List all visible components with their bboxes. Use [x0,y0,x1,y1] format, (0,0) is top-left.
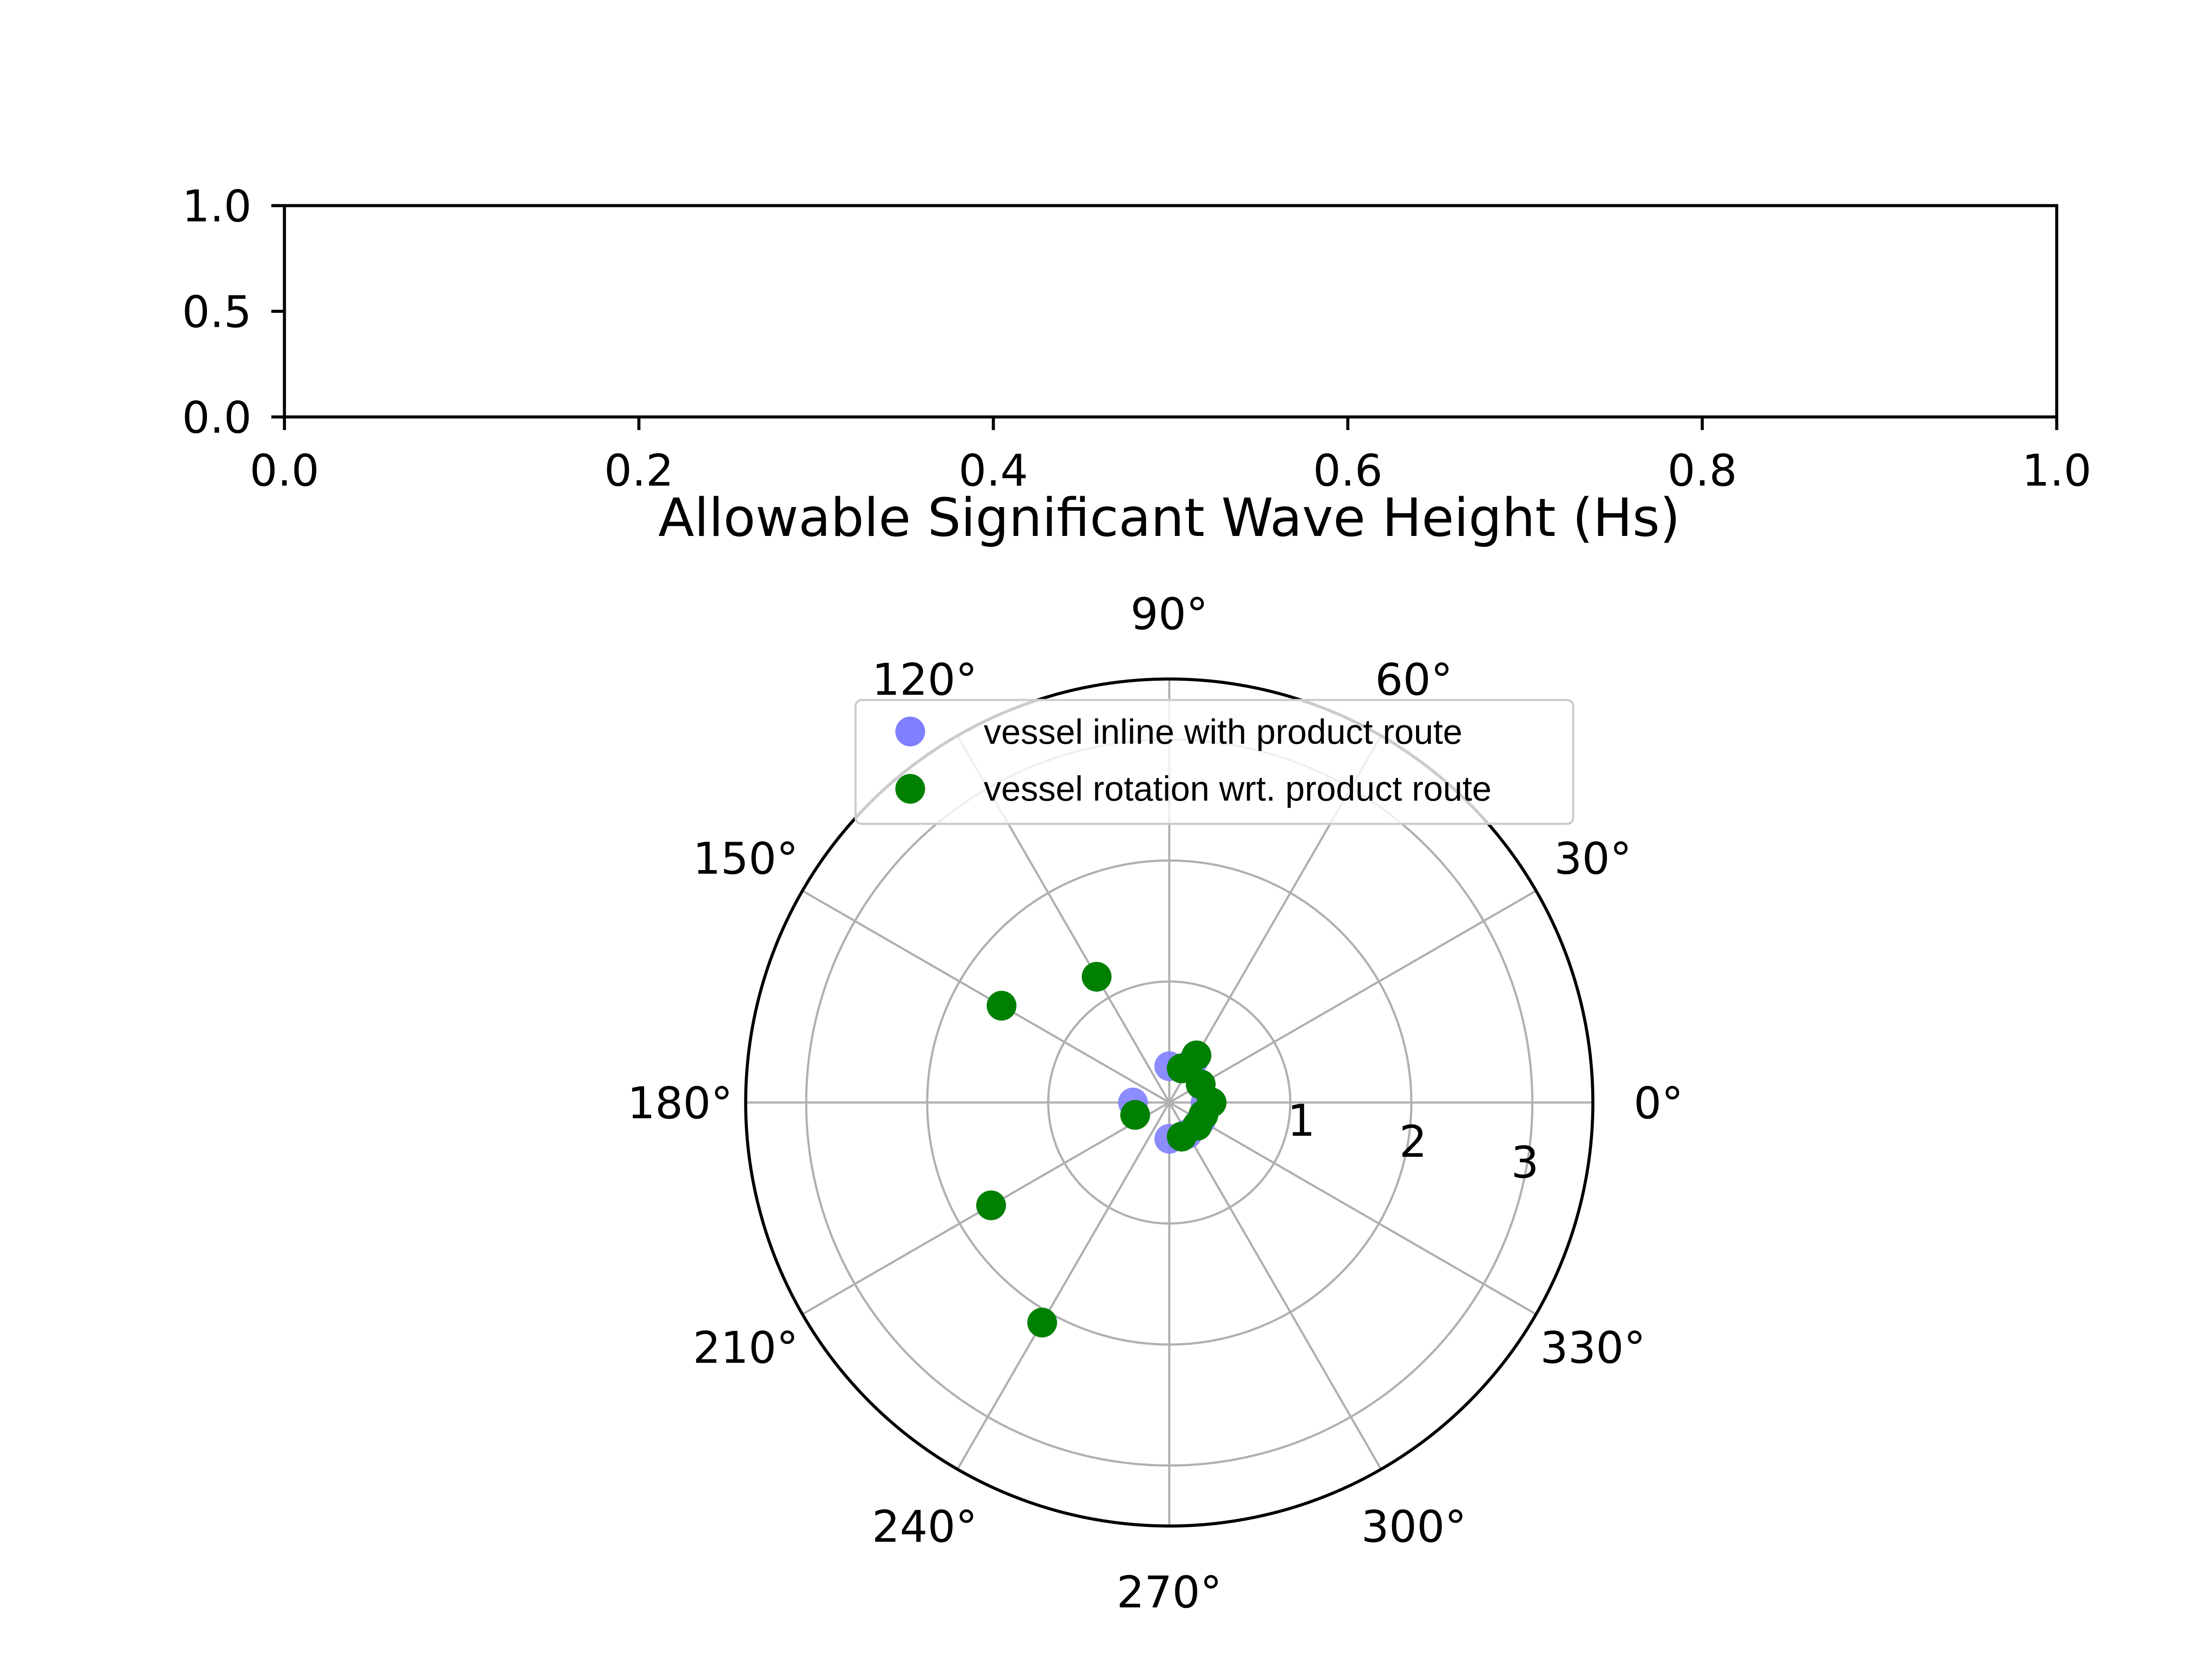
polar-data-points [976,962,1227,1337]
radial-tick-label: 3 [1511,1137,1539,1188]
theta-tick-label: 60° [1375,654,1452,705]
data-point [1027,1307,1057,1337]
theta-tick-label: 210° [693,1322,798,1373]
theta-tick-label: 150° [693,833,798,884]
y-tick-label: 1.0 [182,181,252,232]
series-1-points [976,962,1227,1337]
x-tick-label: 0.2 [604,445,673,496]
theta-gridline [1168,889,1537,1104]
theta-gridline [1168,1102,1382,1470]
theta-tick-label: 240° [872,1501,978,1552]
legend-marker-rotation [895,774,925,804]
data-point [1188,1100,1218,1130]
x-tick-label: 1.0 [2022,445,2091,496]
theta-gridline [956,1102,1171,1470]
polar-axes: Allowable Significant Wave Height (Hs) 0… [628,488,1683,1618]
radial-gridline [1047,980,1292,1225]
x-tick-label: 0.6 [1313,445,1382,496]
legend-label-inline: vessel inline with product route [984,712,1462,751]
data-point [976,1190,1006,1221]
data-point [1082,962,1112,992]
legend-label-rotation: vessel rotation wrt. product route [984,769,1492,808]
radial-gridline [926,859,1413,1346]
radial-tick-label: 2 [1399,1116,1427,1167]
theta-tick-label: 270° [1117,1567,1222,1618]
legend-frame [854,699,1574,825]
theta-tick-label: 300° [1361,1501,1467,1552]
top-axes: 0.0 0.2 0.4 0.6 0.8 1.0 0.0 0.5 1.0 [182,181,2092,496]
x-tick-label: 0.0 [249,445,319,496]
polar-tick-labels: 0° 30° 60° 90° 120° 150° 180° 210° 240° 270° 300° 3… [628,588,1683,1618]
data-point [1120,1100,1150,1130]
theta-tick-label: 90° [1130,588,1208,640]
polar-chart-title: Allowable Significant Wave Height (Hs) [658,488,1680,549]
theta-gridline [1168,1101,1537,1316]
theta-gridline [802,889,1170,1104]
polar-grid [746,679,1593,1526]
theta-tick-label: 30° [1554,833,1632,884]
x-tick-label: 0.8 [1667,445,1737,496]
theta-tick-label: 330° [1540,1322,1646,1373]
theta-tick-label: 0° [1634,1078,1683,1129]
legend-marker-inline [895,717,925,746]
y-tick-label: 0.0 [182,392,252,443]
x-tick-label: 0.4 [958,445,1028,496]
top-axes-ticks: 0.0 0.2 0.4 0.6 0.8 1.0 0.0 0.5 1.0 [182,181,2092,496]
theta-tick-label: 180° [628,1078,733,1129]
radial-tick-label: 1 [1287,1095,1315,1146]
data-point [1167,1054,1197,1084]
y-tick-label: 0.5 [182,287,252,338]
top-axes-frame [283,204,2058,419]
theta-tick-label: 120° [872,654,978,705]
data-point [986,990,1017,1021]
polar-outer-frame [744,677,1595,1528]
legend: vessel inline with product route vessel … [854,699,1574,825]
